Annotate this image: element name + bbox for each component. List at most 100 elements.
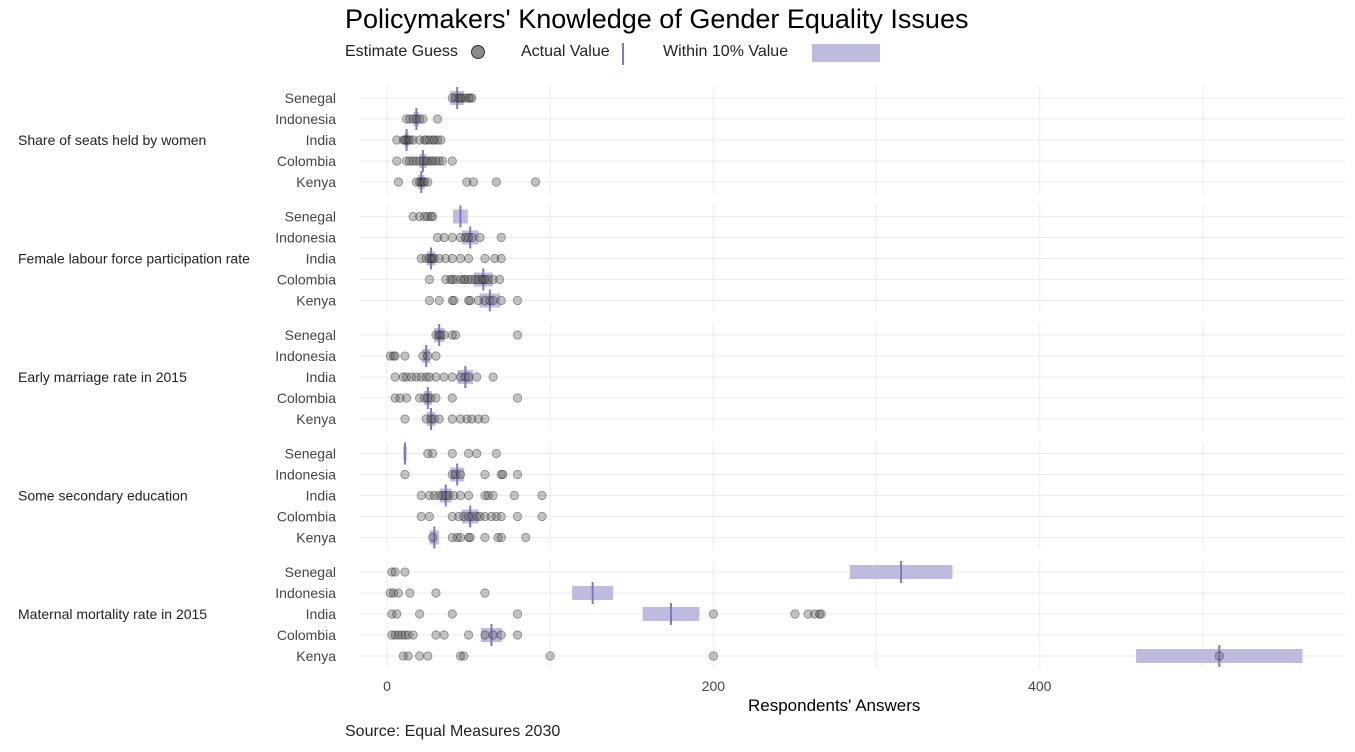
estimate-point bbox=[1214, 651, 1224, 661]
estimate-point bbox=[429, 135, 439, 145]
group-label: Share of seats held by women bbox=[18, 132, 206, 148]
chart-title: Policymakers' Knowledge of Gender Equali… bbox=[345, 4, 969, 34]
estimate-point bbox=[512, 469, 523, 480]
estimate-point bbox=[431, 156, 441, 166]
estimate-point bbox=[463, 232, 474, 243]
estimate-point bbox=[419, 135, 430, 145]
country-label: Indonesia bbox=[275, 348, 336, 364]
estimate-point bbox=[415, 156, 425, 166]
country-label: Senegal bbox=[285, 209, 336, 225]
estimate-point bbox=[415, 393, 425, 403]
country-label: Colombia bbox=[277, 272, 336, 288]
estimate-point bbox=[392, 156, 402, 166]
estimate-point bbox=[411, 114, 421, 124]
estimate-point bbox=[459, 274, 469, 285]
estimate-point bbox=[403, 135, 413, 145]
estimate-point bbox=[441, 490, 451, 501]
estimate-point bbox=[447, 330, 457, 340]
estimate-point bbox=[447, 532, 457, 543]
estimate-point bbox=[431, 630, 441, 640]
estimate-point bbox=[429, 414, 439, 424]
estimate-point bbox=[455, 490, 466, 501]
country-label: India bbox=[306, 132, 337, 148]
estimate-point bbox=[446, 274, 456, 285]
estimate-point bbox=[415, 135, 425, 145]
estimate-point bbox=[416, 511, 426, 522]
estimate-point bbox=[463, 253, 474, 264]
country-label: Kenya bbox=[296, 530, 336, 546]
estimate-point bbox=[415, 211, 425, 222]
estimate-point bbox=[462, 414, 472, 424]
estimate-point bbox=[444, 490, 454, 501]
estimate-point bbox=[428, 532, 438, 543]
estimate-point bbox=[390, 372, 400, 382]
estimate-point bbox=[473, 295, 483, 306]
estimate-point bbox=[385, 351, 395, 361]
estimate-point bbox=[400, 567, 410, 577]
estimate-point bbox=[419, 177, 430, 187]
country-label: India bbox=[306, 606, 337, 622]
estimate-point bbox=[455, 253, 466, 264]
estimate-point bbox=[401, 372, 412, 382]
estimate-point bbox=[480, 295, 490, 306]
estimate-point bbox=[450, 93, 461, 103]
estimate-point bbox=[496, 253, 506, 264]
estimate-point bbox=[455, 469, 466, 480]
estimate-point bbox=[447, 372, 457, 382]
estimate-point bbox=[431, 393, 441, 403]
estimate-point bbox=[472, 448, 482, 459]
estimate-point bbox=[816, 609, 826, 619]
estimate-point bbox=[400, 135, 410, 145]
country-label: Senegal bbox=[285, 564, 336, 580]
estimate-point bbox=[439, 330, 449, 340]
estimate-point bbox=[388, 351, 399, 361]
estimate-point bbox=[465, 532, 475, 543]
estimate-point bbox=[398, 135, 408, 145]
estimate-point bbox=[421, 372, 431, 382]
estimate-point bbox=[449, 490, 459, 501]
estimate-point bbox=[447, 232, 457, 243]
estimate-point bbox=[512, 630, 523, 640]
estimate-point bbox=[814, 609, 825, 619]
estimate-point bbox=[475, 511, 485, 522]
estimate-point bbox=[459, 651, 469, 661]
estimate-point bbox=[423, 177, 433, 187]
estimate-point bbox=[406, 372, 417, 382]
estimate-point bbox=[447, 448, 457, 459]
estimate-point bbox=[803, 609, 813, 619]
estimate-point bbox=[428, 448, 438, 459]
estimate-point bbox=[426, 393, 436, 403]
legend-actual-line-icon bbox=[622, 43, 624, 65]
estimate-point bbox=[429, 490, 439, 501]
estimate-point bbox=[512, 511, 523, 522]
estimate-point bbox=[434, 253, 444, 264]
estimate-point bbox=[426, 156, 436, 166]
estimate-point bbox=[387, 567, 397, 577]
estimate-point bbox=[405, 135, 415, 145]
estimate-point bbox=[393, 177, 404, 187]
estimate-point bbox=[408, 211, 418, 222]
estimate-point bbox=[465, 295, 475, 306]
estimate-point bbox=[447, 295, 457, 306]
estimate-point bbox=[463, 532, 474, 543]
estimate-point bbox=[463, 511, 474, 522]
x-tick-label: 0 bbox=[383, 678, 391, 694]
estimate-point bbox=[429, 253, 439, 264]
estimate-point bbox=[447, 274, 457, 285]
estimate-point bbox=[411, 156, 421, 166]
estimate-point bbox=[454, 511, 464, 522]
legend-within-band-icon bbox=[812, 44, 880, 62]
estimate-point bbox=[424, 295, 435, 306]
estimate-point bbox=[392, 135, 402, 145]
estimate-point bbox=[790, 609, 800, 619]
estimate-point bbox=[463, 274, 474, 285]
estimate-point bbox=[470, 274, 480, 285]
estimate-point bbox=[424, 372, 435, 382]
estimate-point bbox=[452, 532, 462, 543]
legend-estimate-label: Estimate Guess bbox=[345, 43, 458, 60]
country-label: India bbox=[306, 251, 337, 267]
estimate-point bbox=[455, 93, 466, 103]
estimate-point bbox=[421, 135, 431, 145]
estimate-point bbox=[434, 156, 444, 166]
estimate-point bbox=[423, 393, 433, 403]
